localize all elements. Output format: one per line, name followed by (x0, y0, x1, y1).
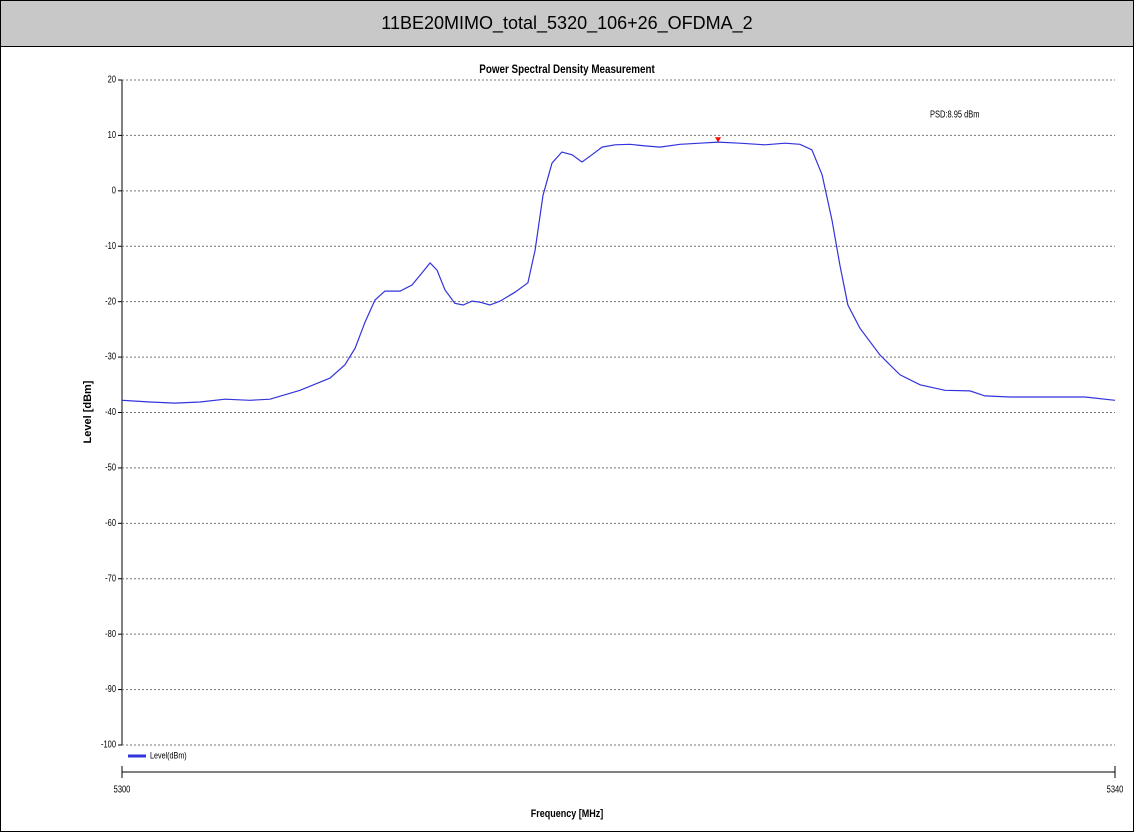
peak-annotation: PSD:8.95 dBm (930, 109, 980, 120)
chart-title: Power Spectral Density Measurement (479, 63, 655, 76)
peak-marker (715, 137, 722, 143)
x-tick-label: 5300 (114, 784, 131, 795)
y-tick-label: -80 (105, 628, 116, 639)
y-tick-label: -30 (105, 351, 116, 362)
y-tick-label: -100 (101, 739, 116, 750)
y-axis-label: Level [dBm] (82, 380, 94, 443)
y-tick-label: -20 (105, 295, 116, 306)
data-line (121, 141, 1116, 404)
y-tick-label: -70 (105, 572, 116, 583)
header-bar (0, 0, 1134, 47)
y-tick-label: -10 (105, 240, 116, 251)
y-tick-label: -60 (105, 517, 116, 528)
x-tick-label: 5340 (1107, 784, 1124, 795)
y-tick-label: -40 (105, 406, 116, 417)
y-tick-label: -90 (105, 683, 116, 694)
legend-label: Level(dBm) (150, 751, 187, 761)
y-tick-label: 0 (112, 184, 116, 195)
y-tick-label: -50 (105, 461, 116, 472)
header-title: 11BE20MIMO_total_5320_106+26_OFDMA_2 (381, 13, 752, 34)
x-axis-label: Frequency [MHz] (531, 808, 604, 820)
y-tick-label: 10 (108, 129, 116, 140)
y-tick-label: 20 (108, 74, 116, 85)
